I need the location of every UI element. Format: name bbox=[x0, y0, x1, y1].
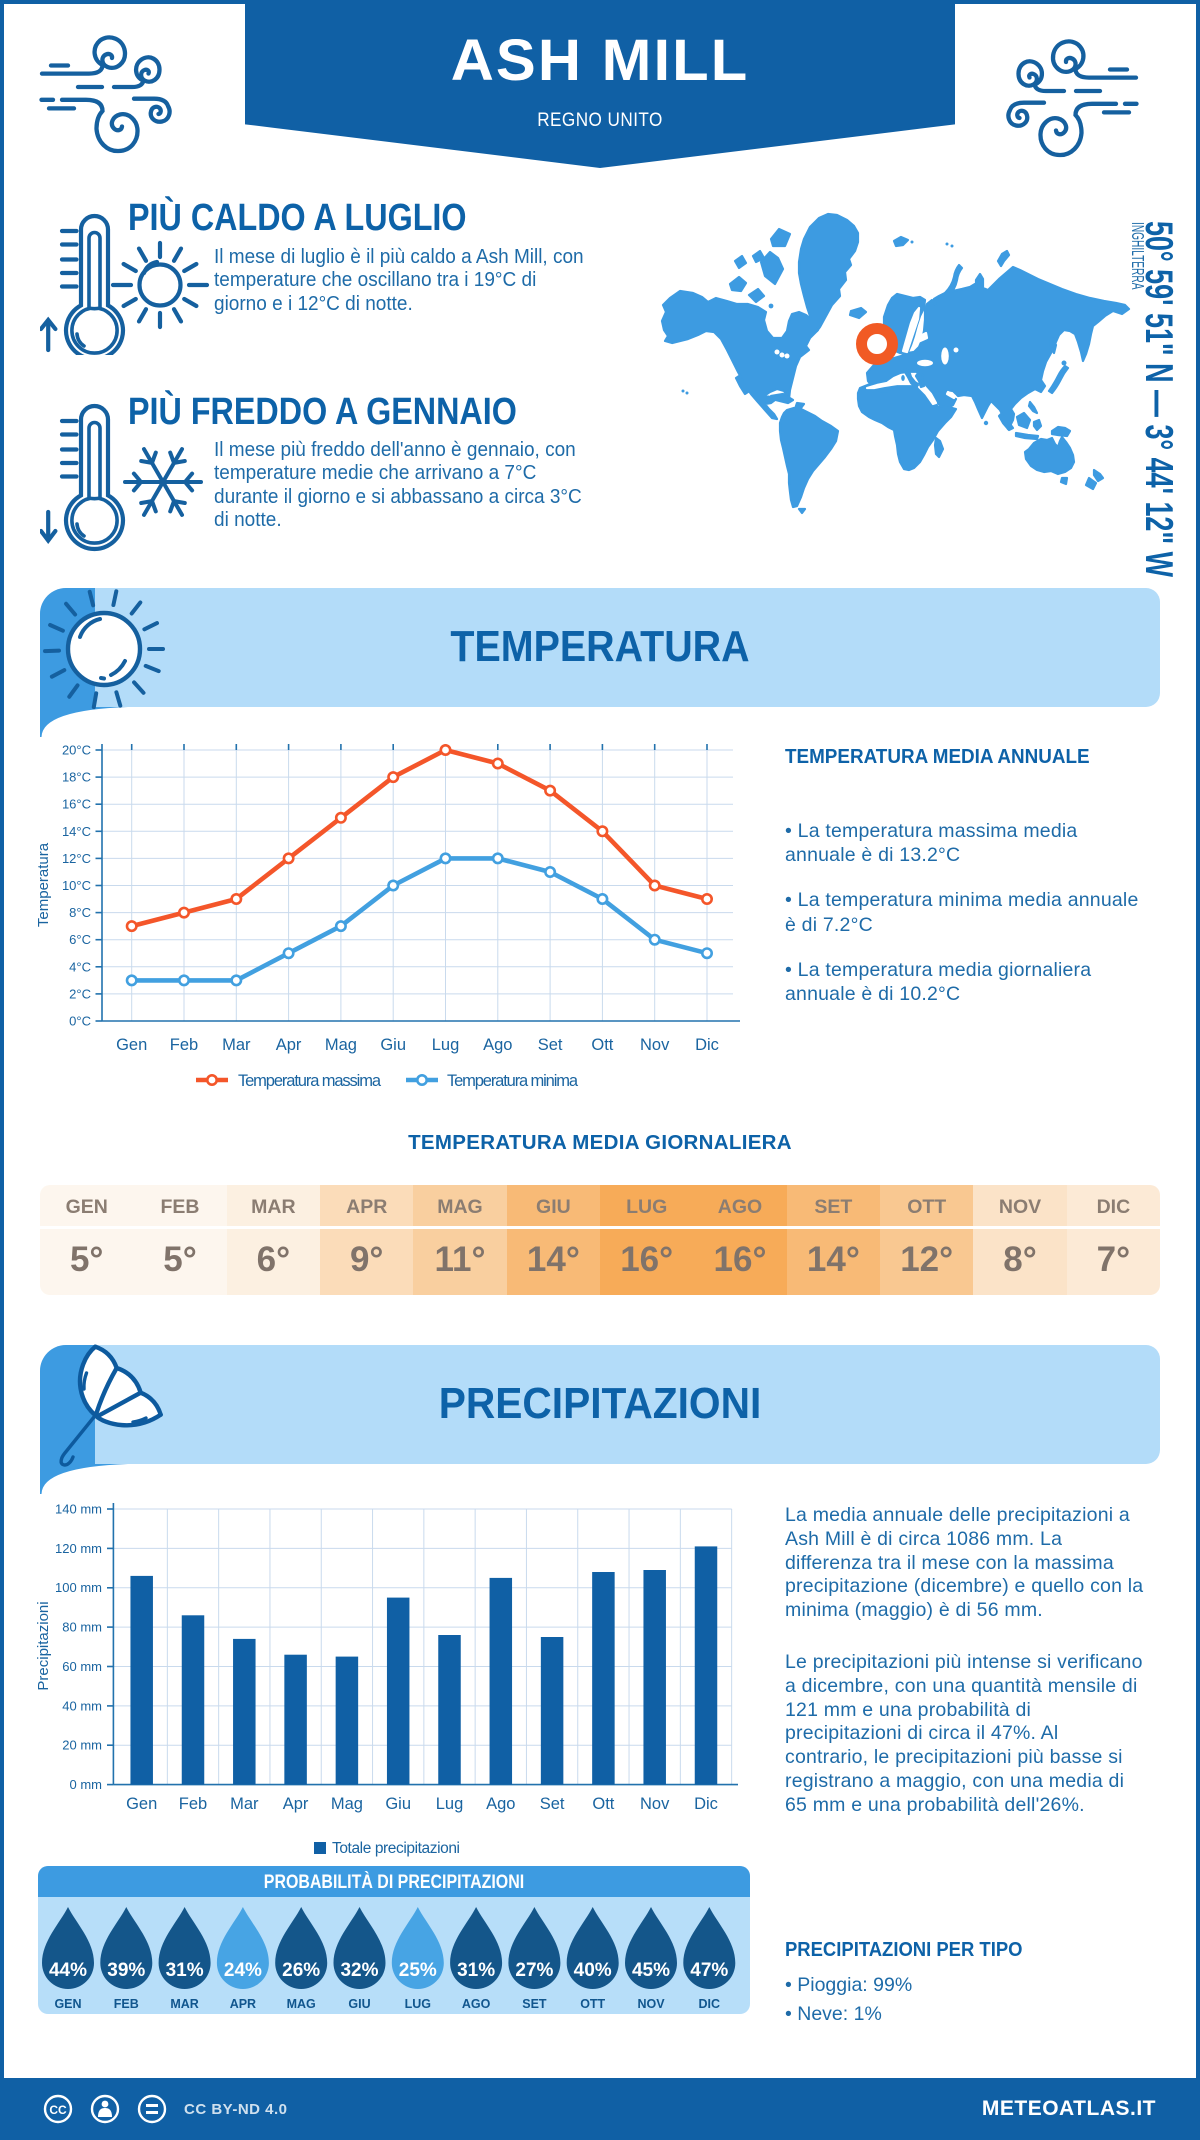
svg-text:OTT: OTT bbox=[580, 1997, 605, 2011]
svg-text:12°C: 12°C bbox=[62, 851, 91, 866]
svg-text:Mar: Mar bbox=[222, 1036, 251, 1054]
svg-text:Dic: Dic bbox=[694, 1795, 718, 1813]
svg-text:0 mm: 0 mm bbox=[70, 1777, 103, 1792]
svg-text:Nov: Nov bbox=[640, 1036, 670, 1054]
svg-text:8°C: 8°C bbox=[69, 905, 91, 920]
svg-text:Set: Set bbox=[538, 1036, 563, 1054]
svg-text:AGO: AGO bbox=[462, 1997, 491, 2011]
svg-text:80 mm: 80 mm bbox=[62, 1620, 102, 1635]
svg-text:Temperatura: Temperatura bbox=[35, 842, 52, 927]
svg-text:Dic: Dic bbox=[695, 1036, 719, 1054]
svg-text:Totale precipitazioni: Totale precipitazioni bbox=[332, 1840, 460, 1857]
svg-text:APR: APR bbox=[230, 1997, 256, 2011]
svg-text:NOV: NOV bbox=[637, 1997, 665, 2011]
svg-text:GEN: GEN bbox=[54, 1997, 81, 2011]
svg-text:MAR: MAR bbox=[170, 1997, 198, 2011]
svg-text:Giu: Giu bbox=[380, 1036, 406, 1054]
svg-text:31%: 31% bbox=[166, 1960, 204, 1981]
svg-text:16°C: 16°C bbox=[62, 797, 91, 812]
svg-text:6°C: 6°C bbox=[69, 932, 91, 947]
svg-text:Gen: Gen bbox=[116, 1036, 147, 1054]
svg-text:DIC: DIC bbox=[699, 1997, 721, 2011]
svg-text:140 mm: 140 mm bbox=[55, 1502, 102, 1517]
svg-text:40 mm: 40 mm bbox=[62, 1698, 102, 1713]
svg-text:Nov: Nov bbox=[640, 1795, 670, 1813]
svg-text:0°C: 0°C bbox=[69, 1014, 91, 1029]
svg-text:120 mm: 120 mm bbox=[55, 1541, 102, 1556]
svg-text:26%: 26% bbox=[282, 1960, 320, 1981]
svg-text:Apr: Apr bbox=[276, 1036, 302, 1054]
svg-text:Feb: Feb bbox=[179, 1795, 207, 1813]
svg-text:18°C: 18°C bbox=[62, 770, 91, 785]
svg-text:45%: 45% bbox=[632, 1960, 670, 1981]
svg-text:Giu: Giu bbox=[385, 1795, 411, 1813]
svg-text:SET: SET bbox=[522, 1997, 547, 2011]
svg-text:20 mm: 20 mm bbox=[62, 1738, 102, 1753]
svg-text:32%: 32% bbox=[340, 1960, 378, 1981]
svg-text:MAG: MAG bbox=[287, 1997, 316, 2011]
svg-text:Apr: Apr bbox=[283, 1795, 309, 1813]
svg-text:Temperatura minima: Temperatura minima bbox=[447, 1072, 579, 1090]
svg-text:40%: 40% bbox=[574, 1960, 612, 1981]
svg-text:GIU: GIU bbox=[348, 1997, 370, 2011]
svg-text:44%: 44% bbox=[49, 1960, 87, 1981]
svg-text:Ott: Ott bbox=[592, 1795, 614, 1813]
svg-text:Set: Set bbox=[540, 1795, 565, 1813]
svg-text:Gen: Gen bbox=[126, 1795, 157, 1813]
svg-text:47%: 47% bbox=[690, 1960, 728, 1981]
svg-text:100 mm: 100 mm bbox=[55, 1580, 102, 1595]
svg-text:4°C: 4°C bbox=[69, 959, 91, 974]
svg-text:Ago: Ago bbox=[486, 1795, 515, 1813]
svg-text:27%: 27% bbox=[515, 1960, 553, 1981]
svg-text:Feb: Feb bbox=[170, 1036, 198, 1054]
svg-text:Mag: Mag bbox=[325, 1036, 357, 1054]
svg-text:2°C: 2°C bbox=[69, 986, 91, 1001]
svg-text:60 mm: 60 mm bbox=[62, 1659, 102, 1674]
svg-text:Ott: Ott bbox=[591, 1036, 613, 1054]
svg-text:10°C: 10°C bbox=[62, 878, 91, 893]
svg-text:25%: 25% bbox=[399, 1960, 437, 1981]
svg-text:Precipitazioni: Precipitazioni bbox=[35, 1601, 52, 1690]
svg-text:Ago: Ago bbox=[483, 1036, 512, 1054]
svg-text:31%: 31% bbox=[457, 1960, 495, 1981]
svg-text:20°C: 20°C bbox=[62, 743, 91, 758]
svg-text:Temperatura massima: Temperatura massima bbox=[238, 1072, 382, 1090]
svg-text:CC: CC bbox=[49, 2103, 67, 2117]
svg-text:24%: 24% bbox=[224, 1960, 262, 1981]
svg-text:Lug: Lug bbox=[436, 1795, 464, 1813]
svg-text:Mag: Mag bbox=[331, 1795, 363, 1813]
svg-text:39%: 39% bbox=[107, 1960, 145, 1981]
svg-text:Lug: Lug bbox=[432, 1036, 460, 1054]
svg-text:Mar: Mar bbox=[230, 1795, 259, 1813]
svg-text:14°C: 14°C bbox=[62, 824, 91, 839]
svg-text:LUG: LUG bbox=[405, 1997, 431, 2011]
svg-text:FEB: FEB bbox=[114, 1997, 139, 2011]
